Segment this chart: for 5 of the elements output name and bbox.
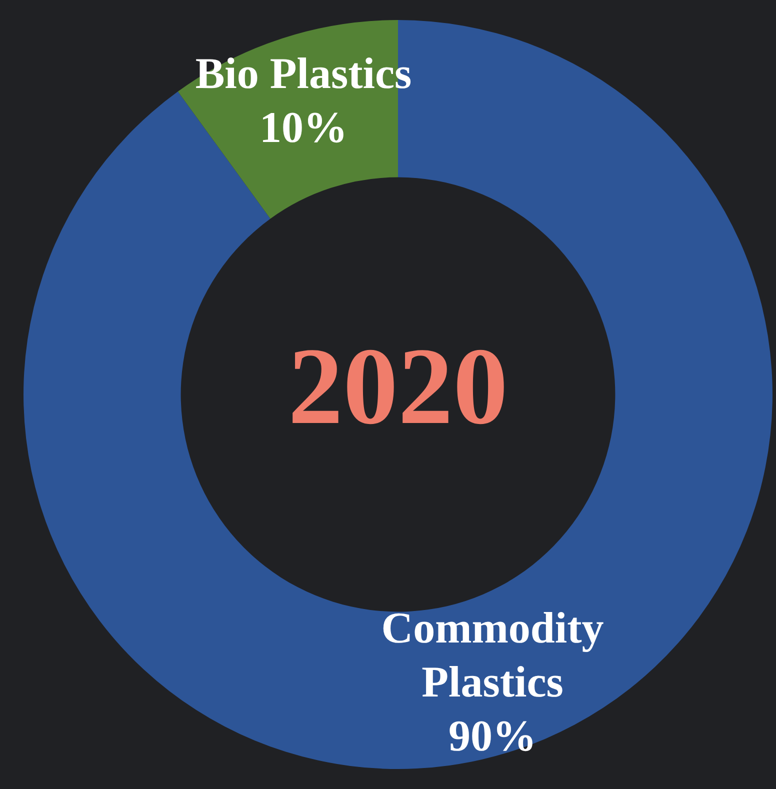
slice-label: Commodity Plastics [381, 604, 604, 707]
data-label: 90% [448, 712, 537, 761]
slice-label: Bio Plastics [195, 48, 412, 98]
text: 2020 [288, 324, 508, 447]
data-label: 10% [259, 102, 348, 152]
